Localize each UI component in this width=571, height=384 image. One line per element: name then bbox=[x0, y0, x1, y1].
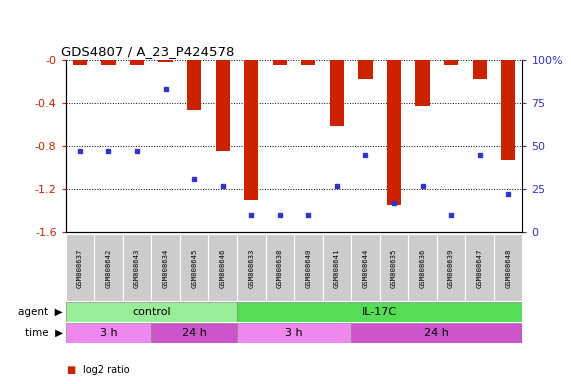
Bar bbox=[66, 234, 94, 301]
Text: 24 h: 24 h bbox=[424, 328, 449, 338]
Text: 24 h: 24 h bbox=[182, 328, 207, 338]
Text: GSM808642: GSM808642 bbox=[106, 248, 111, 288]
Bar bbox=[187, 60, 202, 110]
Bar bbox=[159, 60, 173, 62]
Bar bbox=[180, 234, 208, 301]
Text: GSM808638: GSM808638 bbox=[277, 248, 283, 288]
Bar bbox=[351, 234, 380, 301]
Text: agent  ▶: agent ▶ bbox=[18, 307, 63, 317]
Bar bbox=[273, 60, 287, 65]
Bar bbox=[501, 60, 515, 160]
Bar bbox=[66, 323, 151, 343]
Bar bbox=[266, 234, 294, 301]
Text: GSM808640: GSM808640 bbox=[305, 248, 311, 288]
Bar bbox=[301, 60, 315, 65]
Bar bbox=[387, 60, 401, 205]
Bar bbox=[130, 60, 144, 65]
Bar bbox=[237, 234, 266, 301]
Bar bbox=[102, 60, 116, 65]
Text: GSM808637: GSM808637 bbox=[77, 248, 83, 288]
Text: log2 ratio: log2 ratio bbox=[83, 365, 130, 375]
Bar bbox=[237, 302, 522, 322]
Text: GSM808636: GSM808636 bbox=[420, 248, 425, 288]
Text: GSM808643: GSM808643 bbox=[134, 248, 140, 288]
Text: 3 h: 3 h bbox=[100, 328, 117, 338]
Text: GSM808633: GSM808633 bbox=[248, 248, 254, 288]
Bar bbox=[465, 234, 494, 301]
Bar bbox=[416, 60, 430, 106]
Bar bbox=[380, 234, 408, 301]
Bar bbox=[444, 60, 458, 65]
Bar bbox=[94, 234, 123, 301]
Bar bbox=[494, 234, 522, 301]
Bar bbox=[73, 60, 87, 65]
Text: GSM808644: GSM808644 bbox=[363, 248, 368, 288]
Text: GSM808641: GSM808641 bbox=[334, 248, 340, 288]
Bar bbox=[351, 323, 522, 343]
Text: GDS4807 / A_23_P424578: GDS4807 / A_23_P424578 bbox=[61, 45, 235, 58]
Bar bbox=[208, 234, 237, 301]
Bar bbox=[330, 60, 344, 126]
Text: GSM808647: GSM808647 bbox=[477, 248, 482, 288]
Text: GSM808639: GSM808639 bbox=[448, 248, 454, 288]
Text: GSM808634: GSM808634 bbox=[163, 248, 168, 288]
Bar bbox=[151, 323, 237, 343]
Text: GSM808648: GSM808648 bbox=[505, 248, 511, 288]
Bar bbox=[294, 234, 323, 301]
Bar bbox=[123, 234, 151, 301]
Bar bbox=[408, 234, 437, 301]
Text: GSM808645: GSM808645 bbox=[191, 248, 197, 288]
Text: ■: ■ bbox=[66, 365, 75, 375]
Text: GSM808635: GSM808635 bbox=[391, 248, 397, 288]
Bar bbox=[237, 323, 351, 343]
Bar bbox=[323, 234, 351, 301]
Bar bbox=[437, 234, 465, 301]
Text: control: control bbox=[132, 307, 171, 317]
Bar bbox=[359, 60, 372, 79]
Bar bbox=[244, 60, 258, 200]
Bar bbox=[473, 60, 486, 79]
Text: GSM808646: GSM808646 bbox=[220, 248, 226, 288]
Text: time  ▶: time ▶ bbox=[25, 328, 63, 338]
Bar bbox=[66, 302, 237, 322]
Text: IL-17C: IL-17C bbox=[362, 307, 397, 317]
Bar bbox=[151, 234, 180, 301]
Bar bbox=[216, 60, 230, 151]
Text: 3 h: 3 h bbox=[286, 328, 303, 338]
